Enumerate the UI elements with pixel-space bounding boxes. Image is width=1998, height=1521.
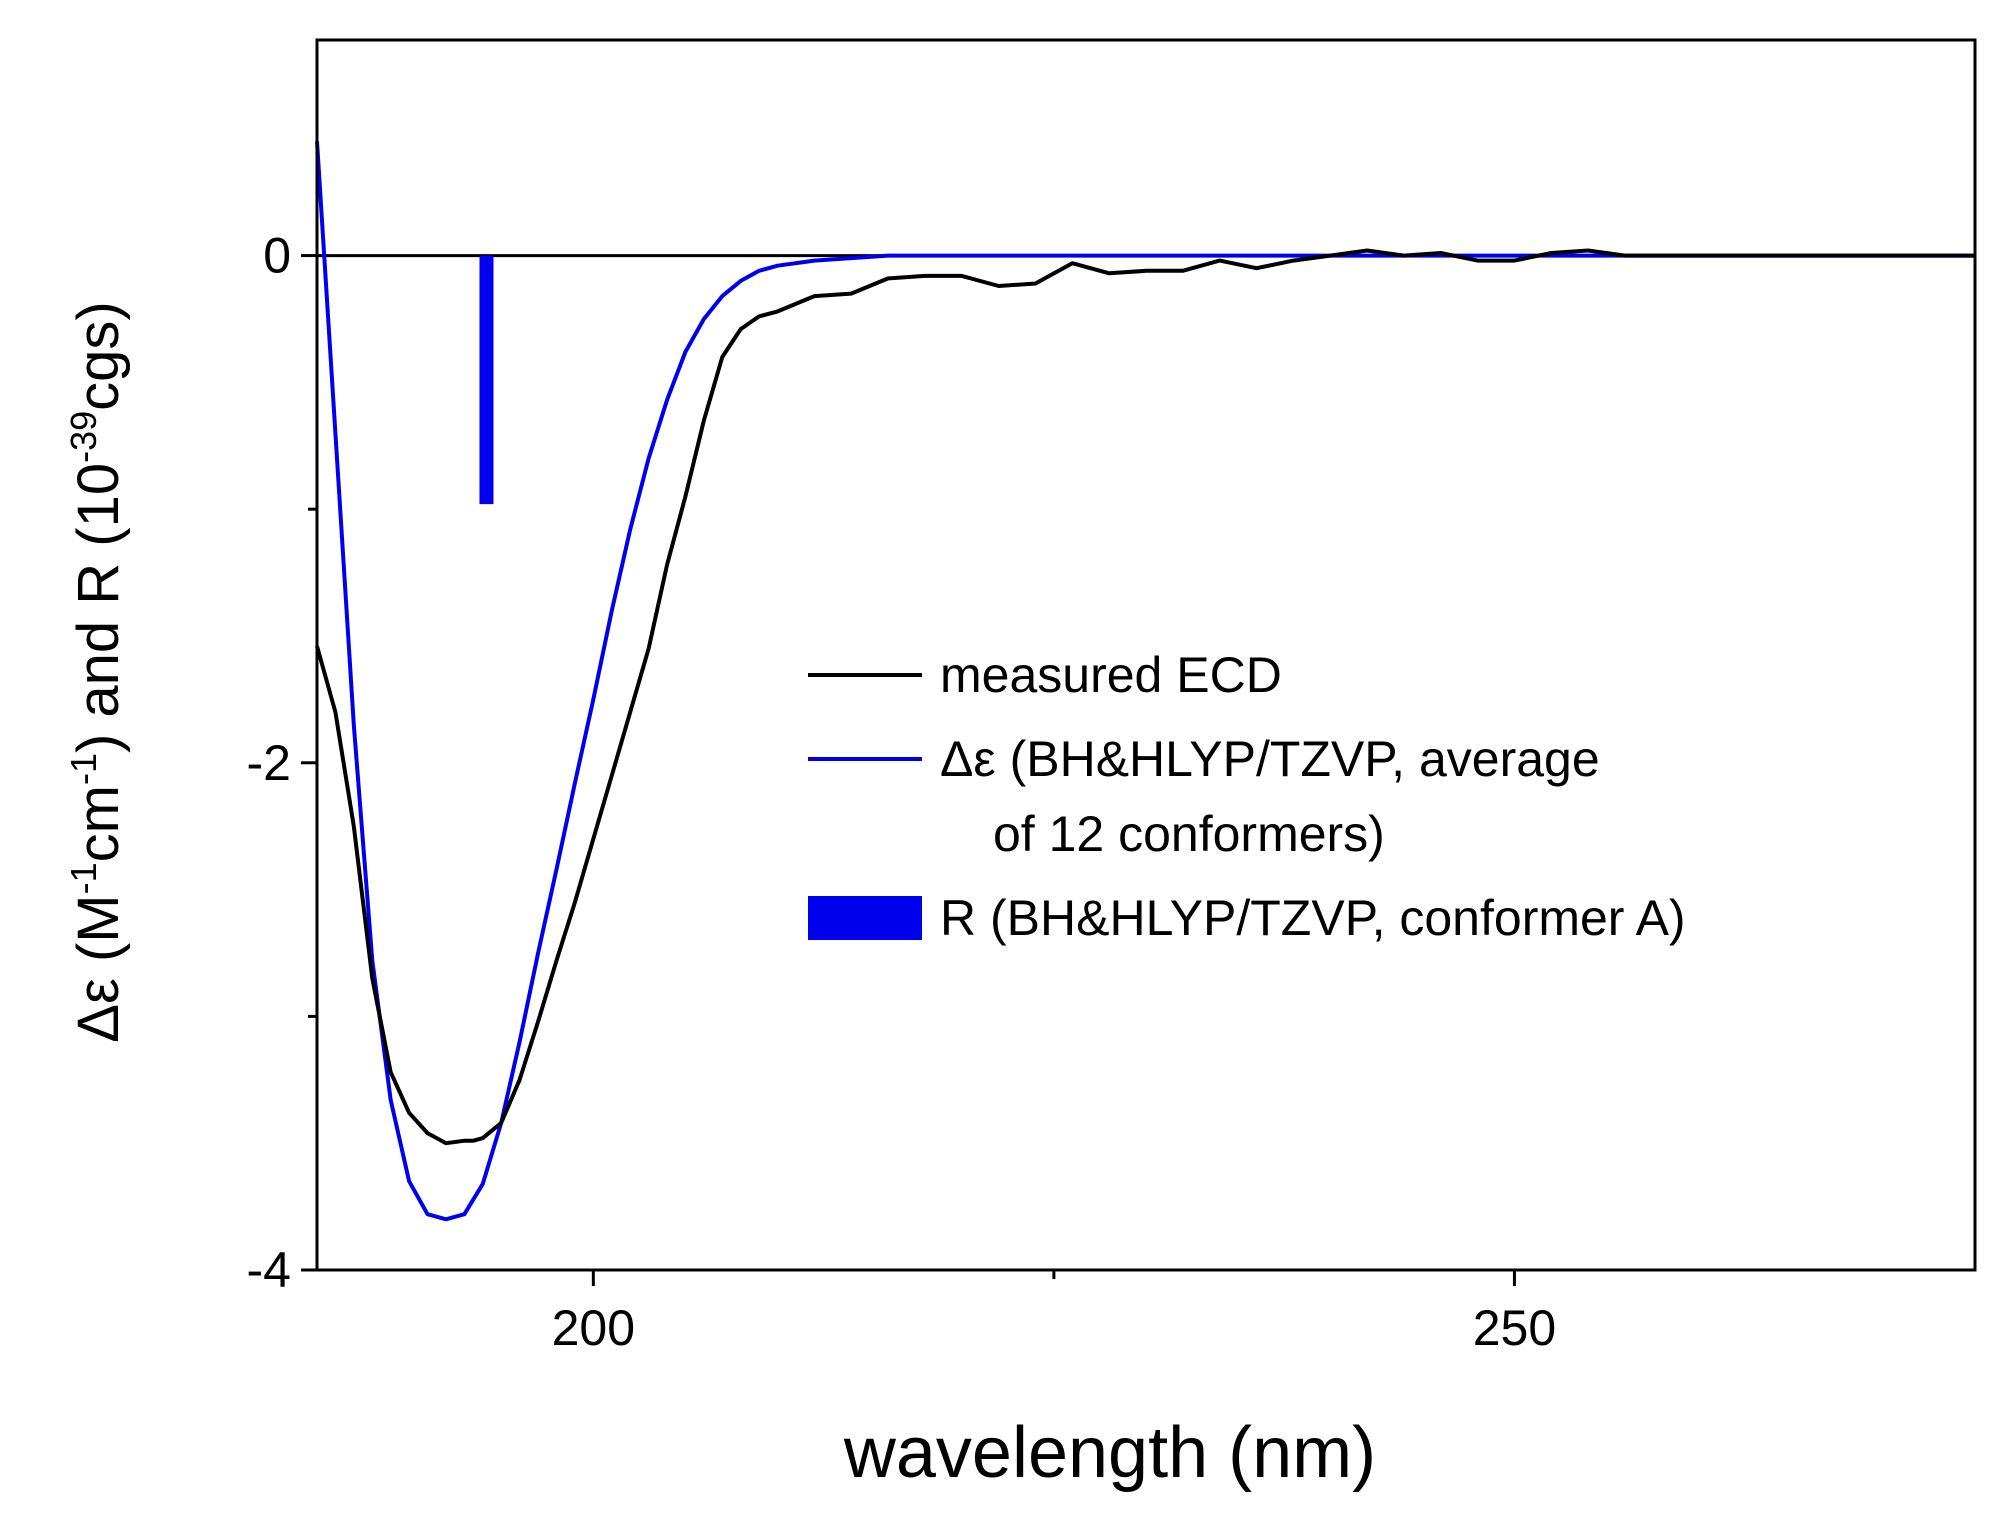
- x-tick-label: 250: [1473, 1300, 1556, 1356]
- legend-label-calculated-line1: Δε (BH&HLYP/TZVP, average: [940, 731, 1600, 787]
- rotatory-strength-bar: [479, 255, 494, 505]
- y-axis-title-suffix: cgs): [66, 301, 131, 411]
- y-axis-title-mid1: cm: [66, 785, 131, 862]
- y-axis-title-exp2: -1: [63, 753, 104, 785]
- axes: 0 -2 -4 200 250: [247, 228, 1557, 1356]
- legend-label-measured: measured ECD: [940, 647, 1282, 703]
- y-tick-label: 0: [263, 228, 291, 284]
- measured-ecd-line: [315, 248, 1975, 1146]
- y-axis-title-exp3: -39: [63, 411, 104, 463]
- x-axis-title: wavelength (nm): [843, 1413, 1376, 1493]
- y-tick-label: -4: [247, 1242, 291, 1298]
- legend-label-rotatory-strength: R (BH&HLYP/TZVP, conformer A): [940, 890, 1686, 946]
- legend: measured ECD Δε (BH&HLYP/TZVP, average o…: [808, 647, 1686, 946]
- plot-frame: [315, 38, 1977, 1272]
- y-axis-title: Δε (M-1cm-1) and R (10-39cgs): [63, 301, 131, 1042]
- y-axis-title-prefix: Δε (M: [66, 894, 131, 1042]
- x-tick-label: 200: [552, 1300, 635, 1356]
- calculated-ecd-line: [315, 141, 1975, 1222]
- legend-swatch-rotatory-strength: [808, 896, 922, 940]
- legend-label-calculated-line2: of 12 conformers): [993, 806, 1385, 862]
- y-tick-label: -2: [247, 735, 291, 791]
- y-axis-title-mid2: ) and R (10: [66, 463, 131, 753]
- y-axis-title-exp1: -1: [63, 862, 104, 894]
- plot-content: [315, 141, 1975, 1222]
